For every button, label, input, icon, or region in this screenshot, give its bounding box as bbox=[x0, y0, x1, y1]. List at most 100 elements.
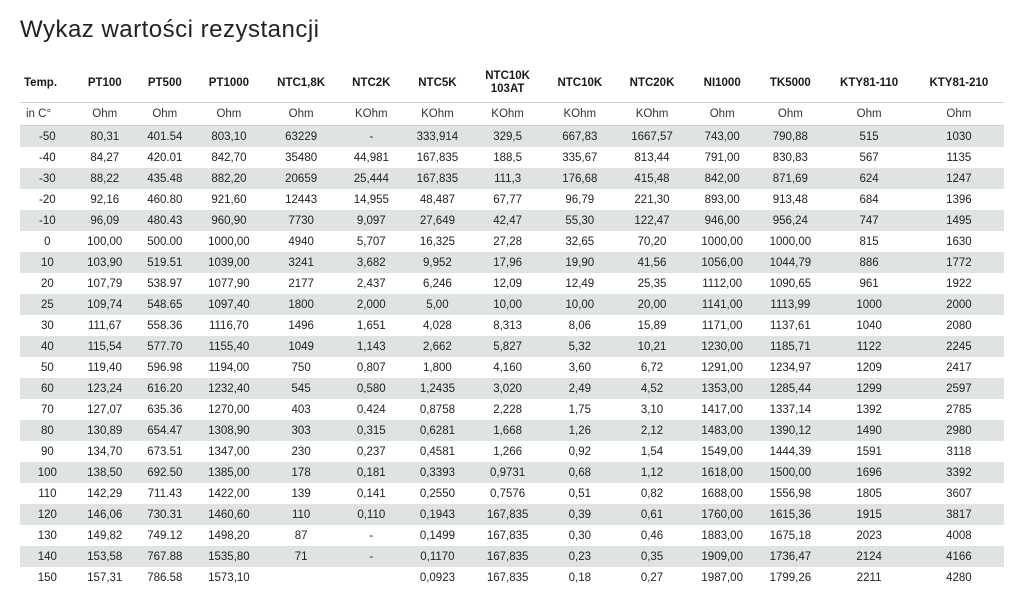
table-cell bbox=[339, 567, 403, 588]
table-cell: 2,000 bbox=[339, 294, 403, 315]
table-cell: 1155,40 bbox=[195, 336, 263, 357]
table-cell: 335,67 bbox=[544, 147, 616, 168]
table-cell: 80,31 bbox=[75, 126, 135, 148]
table-cell: 2000 bbox=[914, 294, 1004, 315]
table-cell: 2124 bbox=[824, 546, 913, 567]
table-row: 25109,74548.651097,4018002,0005,0010,001… bbox=[20, 294, 1004, 315]
table-row: -4084,27420.01842,703548044,981167,83518… bbox=[20, 147, 1004, 168]
table-cell: 692.50 bbox=[135, 462, 195, 483]
table-cell: 791,00 bbox=[688, 147, 756, 168]
col-header: NTC20K bbox=[616, 64, 688, 103]
table-row: -1096,09480.43960,9077309,09727,64942,47… bbox=[20, 210, 1004, 231]
table-cell: 4,52 bbox=[616, 378, 688, 399]
table-cell: 956,24 bbox=[756, 210, 824, 231]
col-unit: Ohm bbox=[195, 103, 263, 126]
table-cell: 110 bbox=[263, 504, 339, 525]
table-cell: -50 bbox=[20, 126, 75, 148]
table-row: 130149,82749.121498,2087-0,1499167,8350,… bbox=[20, 525, 1004, 546]
table-cell: 3607 bbox=[914, 483, 1004, 504]
table-cell: 2,49 bbox=[544, 378, 616, 399]
table-cell: -20 bbox=[20, 189, 75, 210]
table-cell: 0,92 bbox=[544, 441, 616, 462]
table-cell: 1270,00 bbox=[195, 399, 263, 420]
table-cell: 1688,00 bbox=[688, 483, 756, 504]
table-cell: 149,82 bbox=[75, 525, 135, 546]
table-cell: 3118 bbox=[914, 441, 1004, 462]
table-cell: 0,9731 bbox=[472, 462, 544, 483]
table-cell: 20659 bbox=[263, 168, 339, 189]
table-cell: 1615,36 bbox=[756, 504, 824, 525]
table-cell: 401.54 bbox=[135, 126, 195, 148]
col-unit: Ohm bbox=[135, 103, 195, 126]
table-cell: 1396 bbox=[914, 189, 1004, 210]
table-cell: 80 bbox=[20, 420, 75, 441]
table-cell: 1040 bbox=[824, 315, 913, 336]
table-cell: 545 bbox=[263, 378, 339, 399]
table-cell: 1039,00 bbox=[195, 252, 263, 273]
table-cell: 2,12 bbox=[616, 420, 688, 441]
table-cell: 1209 bbox=[824, 357, 913, 378]
table-cell: 134,70 bbox=[75, 441, 135, 462]
table-cell: 157,31 bbox=[75, 567, 135, 588]
table-cell: 1444,39 bbox=[756, 441, 824, 462]
table-cell: 0,424 bbox=[339, 399, 403, 420]
table-cell: 115,54 bbox=[75, 336, 135, 357]
page-title: Wykaz wartości rezystancji bbox=[20, 16, 1004, 44]
table-cell: 0,46 bbox=[616, 525, 688, 546]
table-cell: 2785 bbox=[914, 399, 1004, 420]
table-cell: 2,662 bbox=[403, 336, 471, 357]
table-cell: 2597 bbox=[914, 378, 1004, 399]
table-row: 110142,29711.431422,001390,1410,25500,75… bbox=[20, 483, 1004, 504]
table-cell: 1573,10 bbox=[195, 567, 263, 588]
table-row: 50119,40596.981194,007500,8071,8004,1603… bbox=[20, 357, 1004, 378]
table-cell: 415,48 bbox=[616, 168, 688, 189]
table-cell: 96,79 bbox=[544, 189, 616, 210]
table-row: 140153,58767.881535,8071-0,1170167,8350,… bbox=[20, 546, 1004, 567]
table-cell: 5,707 bbox=[339, 231, 403, 252]
table-cell: 767.88 bbox=[135, 546, 195, 567]
table-cell: 577.70 bbox=[135, 336, 195, 357]
table-cell: 7730 bbox=[263, 210, 339, 231]
table-cell: 480.43 bbox=[135, 210, 195, 231]
table-cell: 1922 bbox=[914, 273, 1004, 294]
col-unit: in C° bbox=[20, 103, 75, 126]
table-cell: 0,7576 bbox=[472, 483, 544, 504]
table-cell: 946,00 bbox=[688, 210, 756, 231]
table-cell: 684 bbox=[824, 189, 913, 210]
table-cell: 673.51 bbox=[135, 441, 195, 462]
table-cell: 0,35 bbox=[616, 546, 688, 567]
table-cell: 3,10 bbox=[616, 399, 688, 420]
table-cell: 188,5 bbox=[472, 147, 544, 168]
table-cell: 921,60 bbox=[195, 189, 263, 210]
table-cell: 12,49 bbox=[544, 273, 616, 294]
table-cell: 140 bbox=[20, 546, 75, 567]
col-header: NTC10K bbox=[544, 64, 616, 103]
table-cell: 596.98 bbox=[135, 357, 195, 378]
col-header: Temp. bbox=[20, 64, 75, 103]
table-cell: 67,77 bbox=[472, 189, 544, 210]
table-cell: 1,75 bbox=[544, 399, 616, 420]
table-cell: 1498,20 bbox=[195, 525, 263, 546]
table-cell: 460.80 bbox=[135, 189, 195, 210]
table-cell: 960,90 bbox=[195, 210, 263, 231]
table-cell: 329,5 bbox=[472, 126, 544, 148]
table-cell: 15,89 bbox=[616, 315, 688, 336]
table-cell: 5,32 bbox=[544, 336, 616, 357]
table-cell: 1234,97 bbox=[756, 357, 824, 378]
table-cell: 8,313 bbox=[472, 315, 544, 336]
table-cell: 403 bbox=[263, 399, 339, 420]
table-cell: 122,47 bbox=[616, 210, 688, 231]
table-cell: -10 bbox=[20, 210, 75, 231]
table-cell: 1056,00 bbox=[688, 252, 756, 273]
table-cell: 14,955 bbox=[339, 189, 403, 210]
table-cell: 1285,44 bbox=[756, 378, 824, 399]
table-row: 120146,06730.311460,601100,1100,1943167,… bbox=[20, 504, 1004, 525]
table-cell: 1800 bbox=[263, 294, 339, 315]
table-cell: 1194,00 bbox=[195, 357, 263, 378]
table-cell: 0,39 bbox=[544, 504, 616, 525]
table-row: -2092,16460.80921,601244314,95548,48767,… bbox=[20, 189, 1004, 210]
table-cell: 0,237 bbox=[339, 441, 403, 462]
table-row: -5080,31401.54803,1063229-333,914329,566… bbox=[20, 126, 1004, 148]
table-cell: 2211 bbox=[824, 567, 913, 588]
table-cell: 1772 bbox=[914, 252, 1004, 273]
